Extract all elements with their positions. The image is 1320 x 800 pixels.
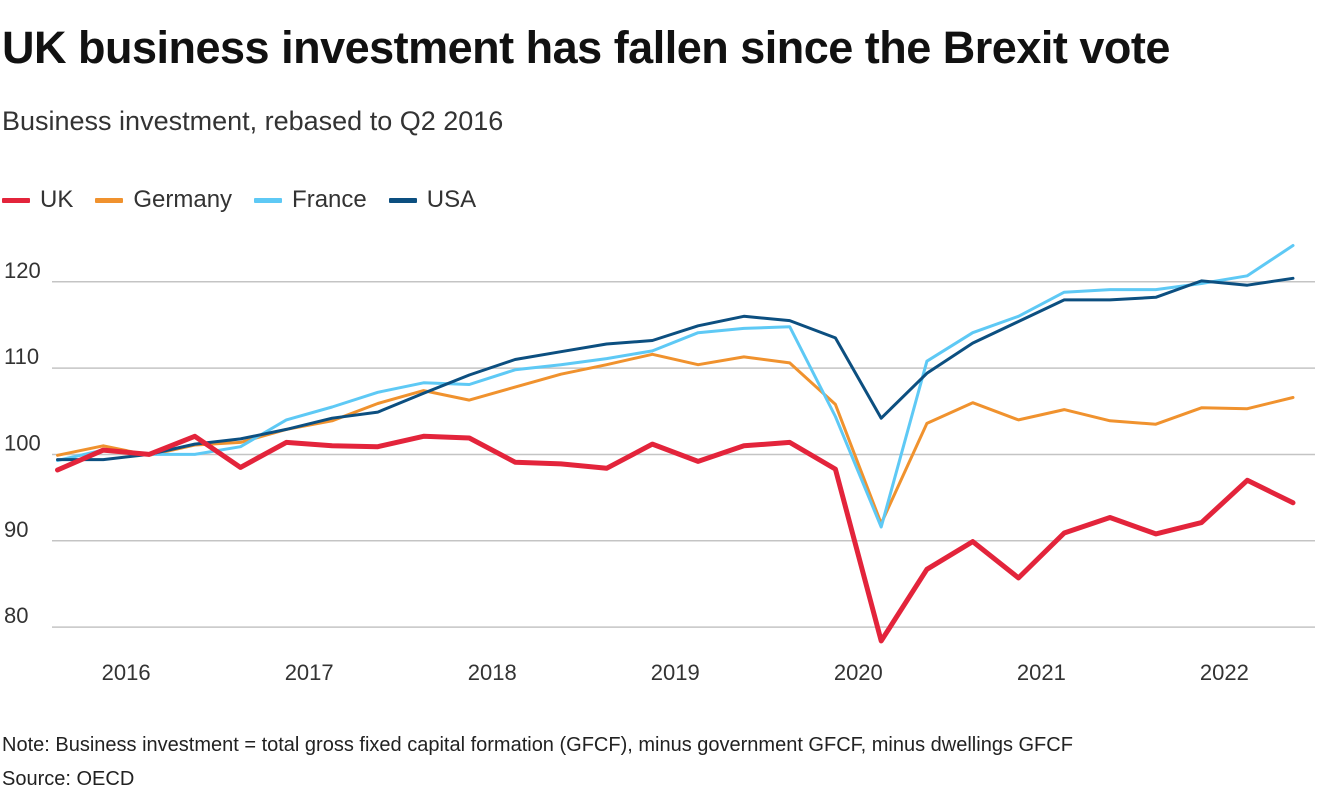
legend-swatch-usa xyxy=(388,197,417,203)
footer-note: Note: Business investment = total gross … xyxy=(2,734,1073,756)
legend-label-france: France xyxy=(292,186,367,213)
x-tick-label: 2020 xyxy=(834,660,883,685)
x-tick-label: 2019 xyxy=(651,660,700,685)
chart-subtitle: Business investment, rebased to Q2 2016 xyxy=(2,106,504,136)
y-tick-label: 110 xyxy=(4,344,39,369)
legend-label-usa: USA xyxy=(426,186,477,213)
y-axis: 80 90 100 110 120 xyxy=(4,258,41,628)
series-line-germany xyxy=(56,352,1295,525)
x-tick-label: 2021 xyxy=(1017,660,1066,685)
y-tick-label: 100 xyxy=(4,430,41,455)
y-tick-label: 90 xyxy=(4,517,28,542)
x-tick-label: 2018 xyxy=(468,660,517,685)
legend-item-uk: UK xyxy=(2,186,73,214)
chart-title: UK business investment has fallen since … xyxy=(2,22,1170,73)
legend-item-usa: USA xyxy=(388,186,477,214)
y-tick-label: 80 xyxy=(4,603,28,628)
legend-label-germany: Germany xyxy=(133,186,233,213)
legend-item-france: France xyxy=(254,186,367,214)
legend-swatch-uk xyxy=(2,197,30,203)
series-line-uk xyxy=(55,433,1296,644)
x-tick-label: 2017 xyxy=(285,660,334,685)
series-line-france xyxy=(56,244,1295,529)
y-tick-label: 120 xyxy=(4,258,41,283)
x-tick-label: 2016 xyxy=(102,660,151,685)
series-lines xyxy=(55,244,1296,644)
legend: UK Germany France USA xyxy=(2,186,498,214)
x-tick-label: 2022 xyxy=(1200,660,1249,685)
legend-swatch-france xyxy=(254,197,283,203)
legend-item-germany: Germany xyxy=(95,186,232,214)
series-line-usa xyxy=(56,276,1295,462)
footer-source: Source: OECD xyxy=(2,768,135,790)
legend-swatch-germany xyxy=(95,197,124,203)
legend-label-uk: UK xyxy=(40,186,74,213)
x-axis: 2016 2017 2018 2019 2020 2021 2022 xyxy=(102,660,1249,685)
